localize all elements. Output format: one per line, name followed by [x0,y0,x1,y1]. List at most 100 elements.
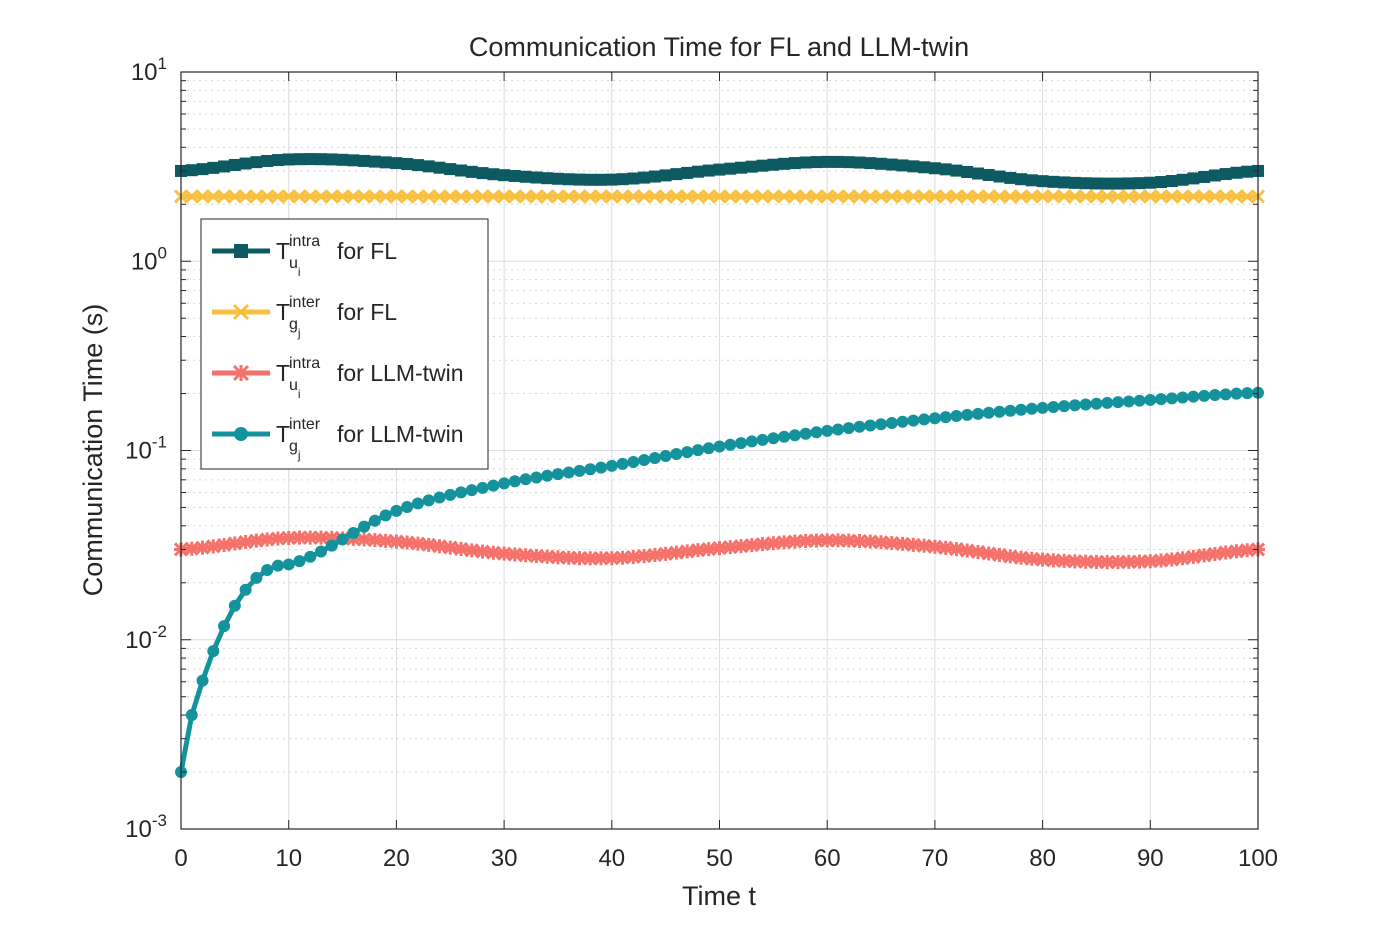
circle-marker [713,440,726,453]
circle-marker [638,454,651,467]
x-marker [637,189,652,204]
star-marker [798,533,813,549]
x-marker [690,189,706,204]
square-marker [595,173,608,186]
x-marker [421,189,436,204]
x-marker [970,189,986,204]
x-marker [1240,189,1255,204]
square-marker [724,162,737,175]
circle-marker [659,450,672,463]
legend-item-1: Tintra uifor FL [212,233,397,279]
star-marker [217,537,232,553]
star-marker [281,530,296,546]
x-marker [1046,189,1061,204]
star-marker [1132,554,1147,569]
star-marker [970,544,986,560]
circle-marker [444,488,457,501]
x-marker [410,189,426,204]
star-marker [432,539,447,554]
square-marker [638,171,651,184]
star-marker [1218,545,1233,560]
x-marker [443,189,458,204]
square-marker [1025,174,1038,187]
circle-marker [530,471,543,484]
circle-marker [1176,391,1189,404]
x-marker [400,189,415,204]
square-marker [584,173,597,186]
x-marker [949,189,964,204]
square-marker [853,156,866,169]
square-marker [616,173,629,186]
star-marker [1175,551,1190,566]
x-marker [561,189,576,204]
star-marker [313,530,329,545]
circle-marker [1068,399,1081,412]
square-marker [455,164,468,177]
x-marker [1100,189,1115,204]
circle-marker [228,599,241,612]
circle-marker [1090,397,1103,410]
circle-marker [681,446,694,459]
square-marker [627,172,640,185]
square-marker [735,161,748,174]
circle-marker [842,422,855,435]
circle-marker [1219,388,1232,401]
x-tick-label: 80 [1029,845,1056,872]
circle-marker [562,466,575,479]
star-marker [733,539,749,554]
star-marker [604,551,619,566]
square-marker [1036,175,1049,188]
x-marker [669,189,684,204]
square-marker [498,169,511,182]
x-marker [960,189,975,204]
circle-marker [756,433,769,446]
circle-marker [831,423,844,436]
x-marker [841,189,856,204]
square-marker [315,153,328,166]
star-marker [1013,550,1029,565]
x-marker [389,189,404,204]
circle-marker [605,459,618,472]
square-marker [821,155,834,168]
star-marker [690,543,706,558]
square-marker [691,165,704,178]
y-tick-label: 101 [131,54,167,86]
circle-marker [541,469,554,482]
star-marker [723,540,738,555]
x-tick-label: 60 [814,845,841,872]
legend-label: Tinter gjfor FL [276,294,397,340]
square-marker [1079,177,1092,190]
x-marker [906,189,921,204]
star-marker [1143,554,1158,569]
x-marker [798,189,813,204]
square-marker [1208,169,1221,182]
square-marker [1176,173,1189,186]
circle-marker [293,555,306,568]
circle-marker [993,405,1006,418]
x-marker [873,189,889,204]
y-tick-label: 10-2 [125,622,167,654]
star-marker [637,549,652,564]
circle-marker [239,583,252,596]
circle-marker [1058,400,1071,413]
circle-marker [1015,403,1028,416]
x-marker [809,189,824,204]
star-marker [227,536,242,551]
circle-marker [1122,395,1135,408]
x-marker [453,189,469,204]
x-marker [604,189,619,204]
x-marker [497,189,512,204]
x-marker [184,189,199,204]
circle-marker [584,463,597,476]
legend-item-2: Tinter gjfor FL [212,294,397,340]
x-marker [572,189,587,204]
circle-marker [1101,396,1114,409]
series-4 [175,386,1264,779]
legend-item-4: Tinter gjfor LLM-twin [212,416,464,462]
circle-marker [304,550,317,563]
circle-marker [918,413,931,426]
star-marker [1110,555,1126,570]
x-tick-label: 20 [383,845,410,872]
x-marker [1067,189,1082,204]
square-marker [939,163,952,176]
